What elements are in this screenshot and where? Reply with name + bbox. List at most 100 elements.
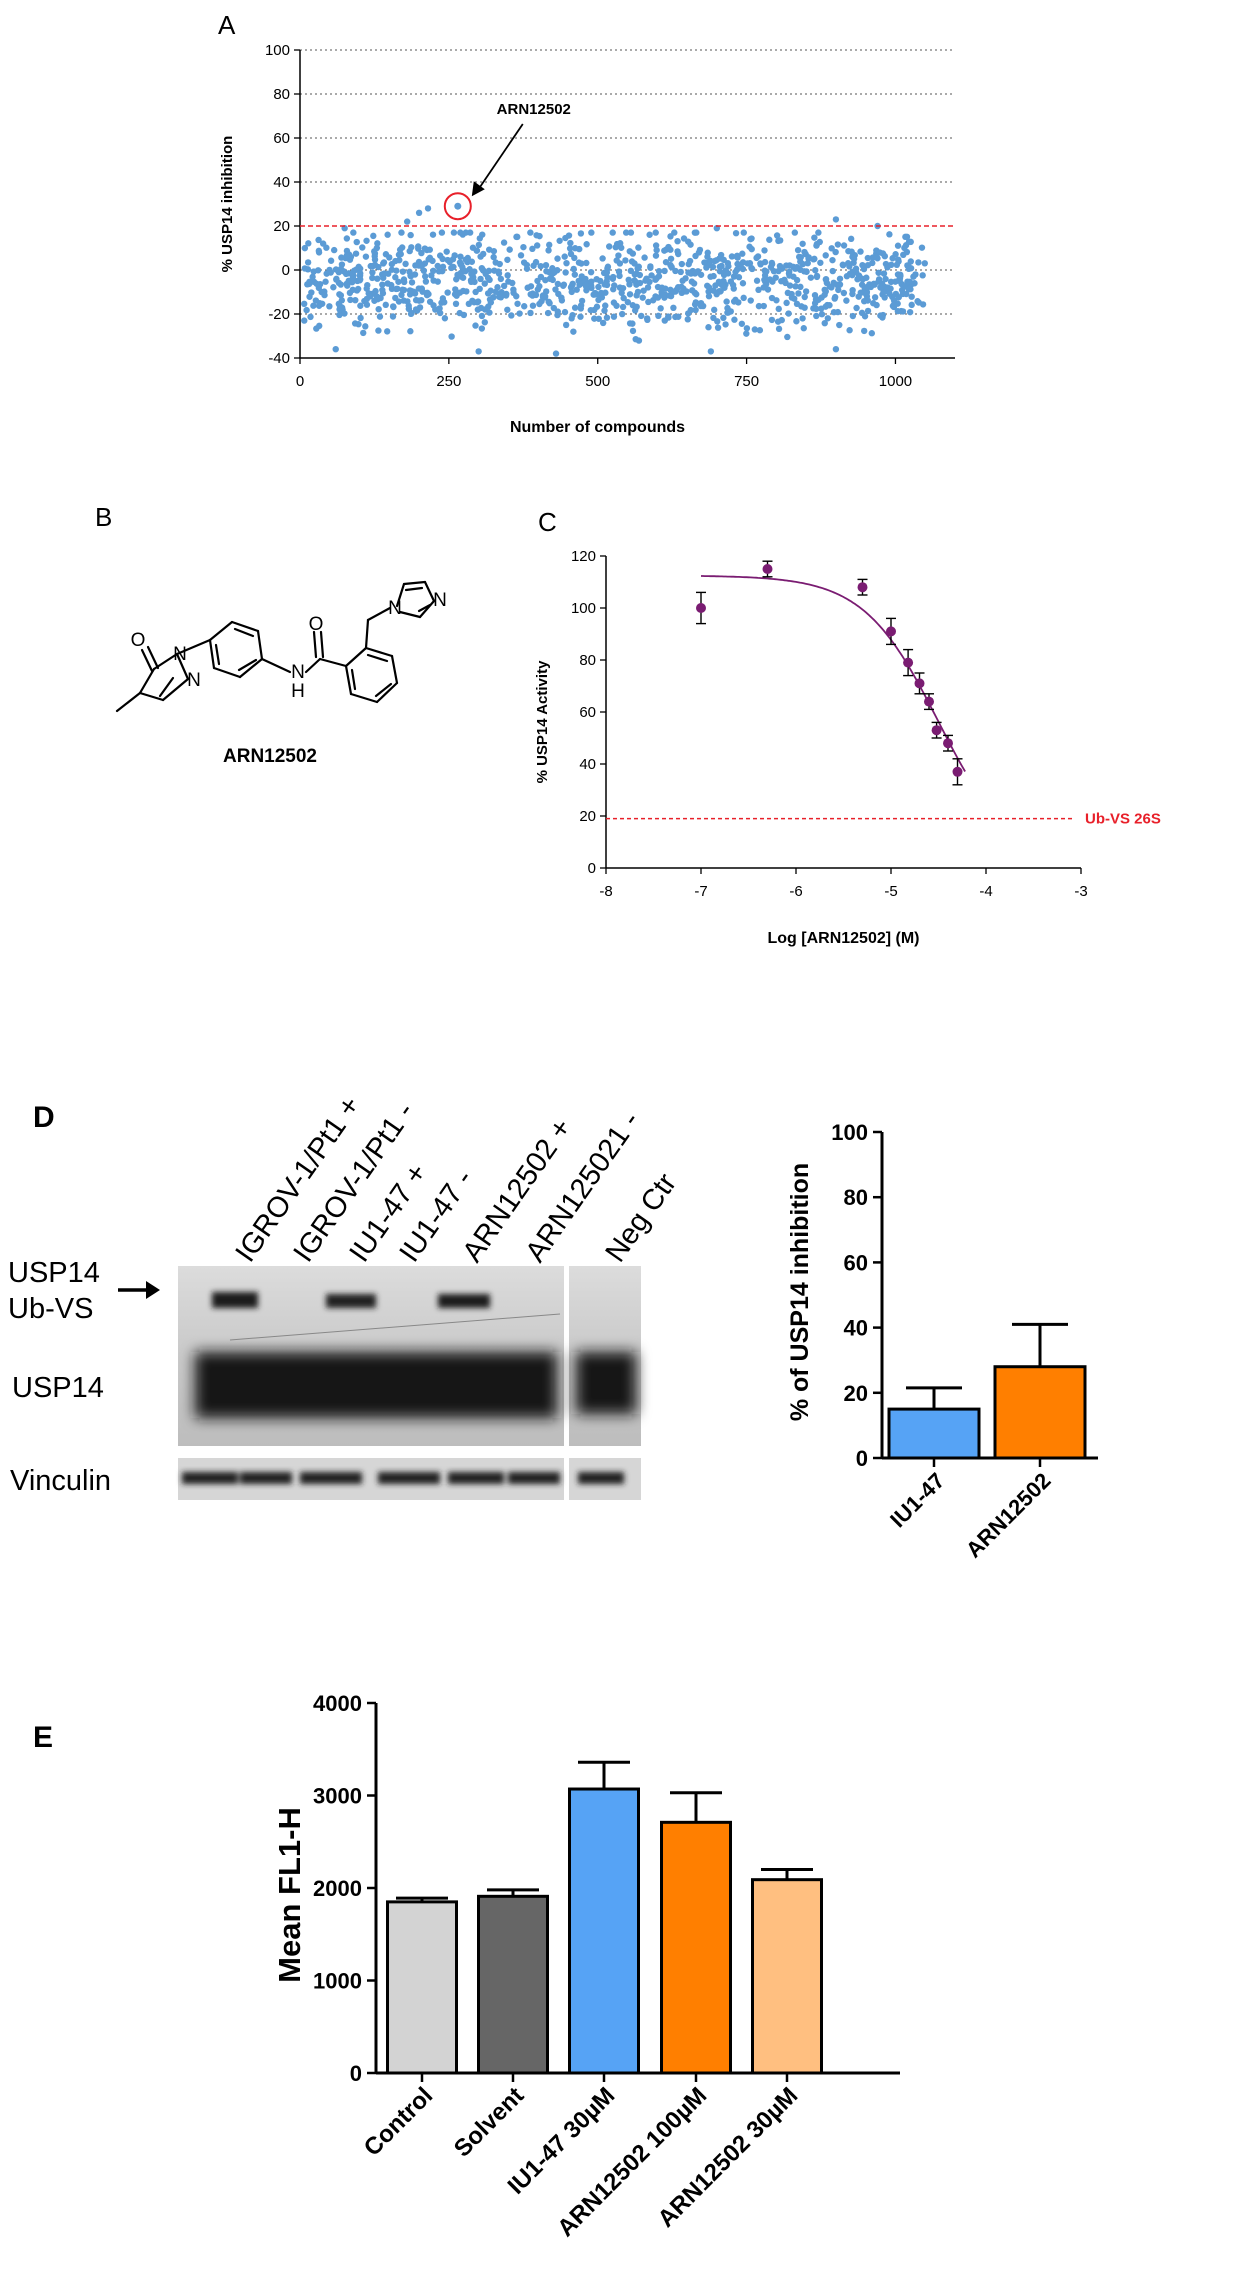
data-point-a [811, 291, 819, 299]
data-point-a [884, 284, 891, 291]
data-point-a [744, 260, 751, 267]
data-point-a [635, 244, 642, 251]
data-point-a [674, 284, 682, 291]
x-tick-label-a: 1000 [879, 373, 912, 390]
data-point-a [784, 333, 791, 341]
y-tick-label-D: 60 [844, 1250, 868, 1275]
data-point-a [412, 296, 420, 304]
data-point-a [524, 284, 531, 291]
data-point-a [903, 248, 911, 256]
data-point-a [527, 309, 534, 317]
data-point-a [609, 229, 616, 236]
data-point-c [696, 603, 706, 613]
row-label-usp14: USP14 [12, 1372, 104, 1404]
y-tick-label-c: 20 [579, 808, 596, 825]
y-axis-label-a: % USP14 inhibition [219, 136, 236, 273]
data-point-a [908, 293, 915, 300]
data-point-a [919, 301, 927, 308]
data-point-a [556, 237, 563, 244]
data-point-a [843, 297, 850, 304]
data-point-a [834, 241, 842, 248]
panel-label-b: B [95, 502, 112, 532]
data-point-a [738, 320, 746, 327]
data-point-c [914, 678, 925, 689]
data-point-a [892, 278, 899, 285]
data-point-a [478, 312, 486, 320]
data-point-a [655, 312, 662, 320]
data-point-a [821, 319, 828, 327]
data-point-a [566, 245, 574, 252]
data-point-a [775, 267, 782, 275]
y-tick-label-a: -40 [268, 350, 290, 367]
data-point-a [918, 244, 926, 251]
data-point-a [340, 268, 347, 275]
data-point-a [906, 278, 914, 286]
lane-label: Neg Ctr [600, 1168, 684, 1268]
data-point-a [822, 275, 830, 283]
data-point-a [363, 237, 370, 244]
data-point-a [552, 286, 559, 293]
data-point-a [615, 252, 622, 259]
y-tick-label-D: 80 [844, 1185, 868, 1210]
bar-E [477, 1894, 549, 2075]
data-point-a [772, 274, 779, 281]
y-tick-label-c: 40 [579, 756, 596, 773]
x-tick-label-a: 0 [296, 373, 304, 390]
data-point-a [710, 314, 717, 322]
data-point-a [636, 279, 644, 287]
data-point-a [619, 303, 627, 311]
data-point-a [380, 259, 388, 266]
data-point-a [429, 231, 437, 238]
data-point-a [552, 350, 560, 357]
data-point-a [353, 287, 361, 294]
data-point-a [794, 246, 802, 254]
data-point-a [695, 249, 703, 256]
data-point-a [766, 236, 773, 243]
data-point-a [343, 235, 351, 242]
data-point-a [395, 278, 402, 285]
data-point-a [906, 308, 914, 316]
data-point-a [718, 262, 725, 270]
data-point-a [697, 302, 705, 310]
data-point-a [375, 305, 382, 313]
data-point-a [436, 305, 443, 312]
data-point-a [546, 241, 553, 249]
data-point-a [768, 259, 776, 267]
data-point-a [426, 246, 434, 253]
arrow-icon [118, 1281, 160, 1299]
data-point-a [407, 328, 414, 335]
vinculin-band [300, 1472, 362, 1484]
data-point-a [477, 275, 484, 283]
data-point-a [375, 327, 382, 334]
data-point-a [491, 267, 498, 274]
data-point-a [439, 267, 446, 275]
data-point-a [578, 273, 585, 280]
data-point-a [398, 291, 405, 299]
western-blot [178, 1266, 641, 1500]
data-point-a [602, 302, 609, 309]
x-tick-label-c: -7 [694, 883, 707, 900]
data-point-a [810, 256, 817, 263]
data-point-a [430, 267, 437, 275]
data-point-a [660, 292, 667, 299]
y-tick-label-E: 1000 [313, 1969, 362, 1994]
data-point-a [876, 249, 884, 256]
data-point-a [609, 273, 617, 281]
data-point-a [504, 306, 511, 313]
vinculin-band [378, 1472, 440, 1484]
molecule-structure [115, 580, 436, 713]
data-point-a [793, 264, 801, 271]
data-point-a [835, 286, 842, 294]
data-point-a [626, 248, 633, 255]
data-point-a [882, 275, 889, 283]
data-point-a [546, 275, 554, 282]
data-point-a [485, 267, 493, 275]
data-point-a [743, 330, 750, 337]
data-point-a [384, 280, 391, 287]
data-point-a [914, 298, 921, 305]
data-point-a [893, 261, 901, 269]
data-point-a [301, 244, 309, 252]
data-point-a [739, 265, 747, 273]
data-point-a [690, 280, 698, 287]
